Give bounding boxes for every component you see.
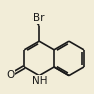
Text: NH: NH [32, 76, 48, 86]
Text: Br: Br [33, 13, 45, 23]
Text: O: O [6, 70, 14, 80]
